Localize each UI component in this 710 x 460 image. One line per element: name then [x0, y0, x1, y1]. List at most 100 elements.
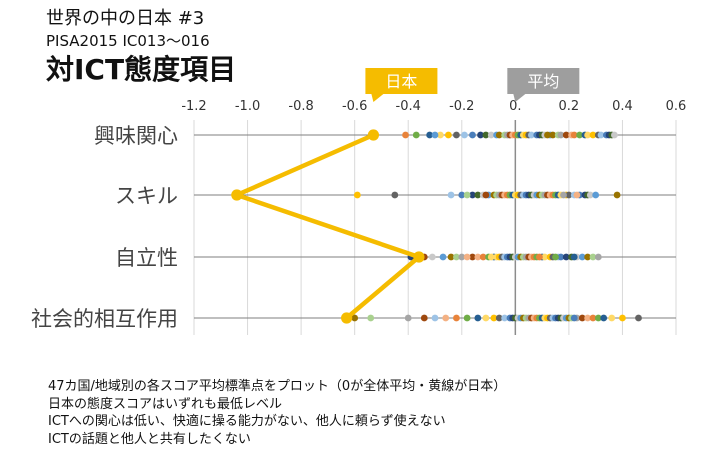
- category-label: 社会的相互作用: [31, 307, 178, 331]
- country-point: [412, 131, 420, 139]
- country-point: [589, 314, 597, 322]
- country-point: [351, 314, 359, 322]
- x-tick-label: -0.8: [288, 99, 313, 114]
- country-point: [453, 253, 460, 261]
- japan-point: [231, 189, 243, 201]
- country-point: [586, 191, 594, 199]
- country-point: [578, 314, 586, 322]
- x-axis-ticks: -1.2 -1.0 -0.8 -0.6 -0.4 -0.2 0. 0.2 0.4 0.6: [181, 99, 686, 114]
- country-point: [552, 253, 559, 261]
- country-point: [463, 253, 471, 261]
- page-title: 対ICT態度項目: [46, 53, 237, 86]
- category-label: 自立性: [115, 246, 178, 270]
- country-point: [426, 131, 434, 139]
- country-point: [477, 131, 484, 139]
- country-point: [444, 131, 452, 139]
- x-tick-label: -1.0: [235, 99, 260, 114]
- country-point: [584, 314, 592, 322]
- country-point: [458, 191, 466, 199]
- country-point: [635, 314, 642, 322]
- country-point: [578, 253, 586, 261]
- japan-point: [341, 312, 353, 324]
- country-point: [611, 131, 618, 139]
- country-point: [594, 253, 602, 261]
- country-point: [453, 314, 460, 322]
- country-point: [463, 314, 471, 322]
- country-point: [594, 314, 602, 322]
- country-point: [495, 131, 503, 139]
- country-point: [570, 131, 578, 139]
- x-tick-label: 0.4: [612, 99, 633, 114]
- country-point: [447, 191, 455, 199]
- average-callout-box: [507, 68, 580, 94]
- country-point: [420, 314, 428, 322]
- country-point: [584, 253, 592, 261]
- country-point: [487, 131, 495, 139]
- country-point: [589, 131, 597, 139]
- country-point: [528, 131, 535, 139]
- notes: 47カ国/地域別の各スコア平均標準点をプロット（0が全体平均・黄線が日本） 日本…: [48, 378, 506, 448]
- country-point: [557, 131, 565, 139]
- average-callout-label: 平均: [527, 72, 559, 91]
- country-point: [353, 191, 361, 199]
- country-point: [544, 131, 551, 139]
- country-point: [560, 191, 567, 199]
- country-point: [436, 131, 444, 139]
- subtitle-source: PISA2015 IC013～016: [46, 32, 210, 50]
- japan-callout-pointer: [371, 94, 384, 102]
- country-point: [589, 253, 597, 261]
- country-point: [495, 314, 503, 322]
- country-point: [576, 131, 583, 139]
- country-point: [402, 131, 409, 139]
- country-point: [447, 253, 455, 261]
- country-point: [461, 131, 468, 139]
- x-tick-label: -0.4: [396, 99, 421, 114]
- country-point: [536, 253, 543, 261]
- country-point: [428, 253, 436, 261]
- country-point: [474, 191, 482, 199]
- japan-callout-label: 日本: [385, 72, 417, 91]
- x-tick-label: -0.2: [449, 99, 474, 114]
- country-point: [431, 314, 439, 322]
- country-point: [431, 131, 439, 139]
- country-point: [482, 191, 490, 199]
- country-point: [458, 253, 466, 261]
- country-point: [367, 314, 375, 322]
- country-point: [584, 131, 592, 139]
- country-point: [562, 131, 570, 139]
- country-point: [463, 191, 471, 199]
- country-point: [469, 253, 476, 261]
- country-point: [453, 131, 460, 139]
- country-point: [557, 253, 565, 261]
- country-point: [565, 191, 573, 199]
- note-line: ICTへの関心は低い、快適に操る能力がない、他人に頼らず使えない: [48, 414, 446, 429]
- x-tick-label: -0.6: [342, 99, 367, 114]
- note-line: ICTの話題と他人と共有したくない: [48, 431, 251, 447]
- country-point: [600, 314, 608, 322]
- country-point: [562, 253, 570, 261]
- country-point: [619, 314, 626, 322]
- japan-callout-box: [365, 68, 438, 94]
- country-point: [404, 314, 412, 322]
- country-point: [479, 253, 487, 261]
- country-point: [442, 314, 450, 322]
- callouts: 日本 平均: [365, 68, 580, 102]
- country-point: [482, 314, 490, 322]
- country-point: [469, 131, 476, 139]
- country-point: [597, 131, 605, 139]
- country-point: [592, 191, 600, 199]
- country-points: [351, 131, 642, 322]
- subtitle-series: 世界の中の日本 #3: [46, 8, 205, 29]
- japan-series: [230, 129, 425, 324]
- country-point: [570, 314, 578, 322]
- country-point: [570, 253, 578, 261]
- x-tick-label: 0.6: [666, 99, 687, 114]
- chart-grid: [193, 120, 677, 335]
- category-label: スキル: [115, 184, 178, 208]
- country-point: [487, 253, 495, 261]
- average-callout-pointer: [513, 94, 526, 102]
- x-tick-label: 0.2: [559, 99, 580, 114]
- country-point: [469, 191, 476, 199]
